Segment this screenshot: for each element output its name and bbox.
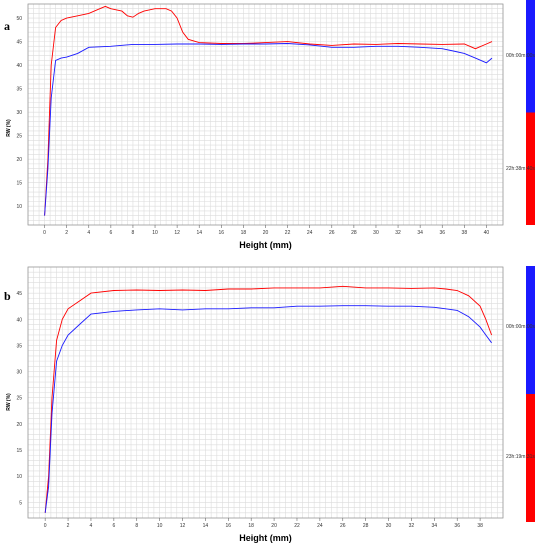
x-tick-label: 6	[109, 230, 112, 236]
x-tick-label: 16	[226, 523, 232, 529]
x-tick-label: 26	[340, 523, 346, 529]
chart-a-svg: 0 2 4 6 8 10 12 14 16 18 20 22 24 26 28 30 32 34 36 38 40101…	[4, 0, 535, 250]
x-tick-label: 26	[329, 230, 335, 236]
x-tick-label: 20	[271, 523, 277, 529]
legend-label: 00h:00m:00s	[506, 53, 535, 59]
legend-swatch-red	[526, 394, 535, 522]
y-tick-label: 35	[16, 343, 22, 349]
y-tick-label: 45	[16, 291, 22, 297]
y-tick-label: 40	[16, 317, 22, 323]
x-tick-label: 14	[203, 523, 209, 529]
x-tick-label: 0	[44, 523, 47, 529]
x-tick-label: 30	[373, 230, 379, 236]
x-tick-label: 36	[454, 523, 460, 529]
series-line-red	[44, 5, 493, 216]
plot-frame	[27, 266, 504, 519]
y-tick-label: 45	[16, 40, 22, 46]
panel-letter: b	[4, 289, 11, 303]
y-tick-label: 20	[16, 422, 22, 428]
y-axis-title: RW (%)	[6, 119, 12, 137]
panel-letter: a	[4, 19, 10, 33]
y-tick-label: 10	[16, 204, 22, 210]
y-tick-label: 20	[16, 157, 22, 163]
y-tick-label: 15	[16, 448, 22, 454]
legend-label: 22h:38m:40s	[506, 166, 535, 172]
x-tick-label: 38	[477, 523, 483, 529]
x-tick-label: 40	[484, 230, 490, 236]
legend-swatch-blue	[526, 0, 535, 113]
x-tick-label: 4	[87, 230, 90, 236]
grid	[27, 266, 504, 519]
x-tick-label: 28	[351, 230, 357, 236]
x-tick-label: 2	[65, 230, 68, 236]
x-tick-label: 24	[307, 230, 313, 236]
x-axis-title: Height (mm)	[239, 240, 292, 250]
y-tick-label: 35	[16, 87, 22, 93]
series-line-blue	[44, 43, 493, 216]
x-tick-label: 0	[43, 230, 46, 236]
x-tick-label: 22	[294, 523, 300, 529]
x-tick-label: 4	[90, 523, 93, 529]
x-tick-label: 34	[417, 230, 423, 236]
x-tick-label: 30	[386, 523, 392, 529]
y-tick-label: 50	[16, 16, 22, 22]
x-tick-label: 8	[135, 523, 138, 529]
y-tick-label: 25	[16, 134, 22, 140]
y-tick-label: 40	[16, 63, 22, 69]
y-tick-label: 5	[19, 500, 22, 506]
x-tick-label: 14	[196, 230, 202, 236]
x-tick-label: 8	[132, 230, 135, 236]
legend-label: 00h:00m:00s	[506, 324, 535, 330]
chart-b-svg: 0 2 4 6 8 10 12 14 16 18 20 22 24 26 28 30 32 34 36 3851015…	[4, 266, 535, 543]
chart-panel-a: 0 2 4 6 8 10 12 14 16 18 20 22 24 26 28 30 32 34 36 38 40 10 1…	[0, 0, 547, 262]
x-axis-title: Height (mm)	[239, 533, 292, 543]
legend-label: 23h:19m:31s	[506, 454, 535, 460]
series-line-blue	[44, 305, 492, 513]
chart-panel-b: 0 2 4 6 8 10 12 14 16 18 20 22 24 26 28 30 32 34 36 38 5 10 15…	[0, 262, 547, 550]
x-tick-label: 34	[432, 523, 438, 529]
x-tick-label: 24	[317, 523, 323, 529]
x-tick-label: 18	[248, 523, 254, 529]
x-tick-label: 12	[180, 523, 186, 529]
legend-swatch-blue	[526, 266, 535, 394]
grid	[27, 3, 504, 226]
x-tick-label: 20	[263, 230, 269, 236]
legend-swatch-red	[526, 112, 535, 225]
x-tick-label: 38	[462, 230, 468, 236]
x-tick-label: 12	[174, 230, 180, 236]
y-tick-label: 15	[16, 181, 22, 187]
x-tick-label: 36	[439, 230, 445, 236]
x-tick-label: 16	[219, 230, 225, 236]
x-tick-label: 28	[363, 523, 369, 529]
x-tick-label: 10	[152, 230, 158, 236]
y-tick-label: 10	[16, 474, 22, 480]
y-axis-title: RW (%)	[6, 393, 12, 411]
x-tick-label: 32	[409, 523, 415, 529]
y-tick-label: 25	[16, 396, 22, 402]
y-tick-label: 30	[16, 110, 22, 116]
series-line-red	[44, 285, 493, 513]
x-tick-label: 10	[157, 523, 163, 529]
x-tick-label: 2	[67, 523, 70, 529]
x-tick-label: 22	[285, 230, 291, 236]
y-tick-label: 30	[16, 370, 22, 376]
x-tick-label: 6	[112, 523, 115, 529]
x-tick-label: 32	[395, 230, 401, 236]
x-tick-label: 18	[241, 230, 247, 236]
